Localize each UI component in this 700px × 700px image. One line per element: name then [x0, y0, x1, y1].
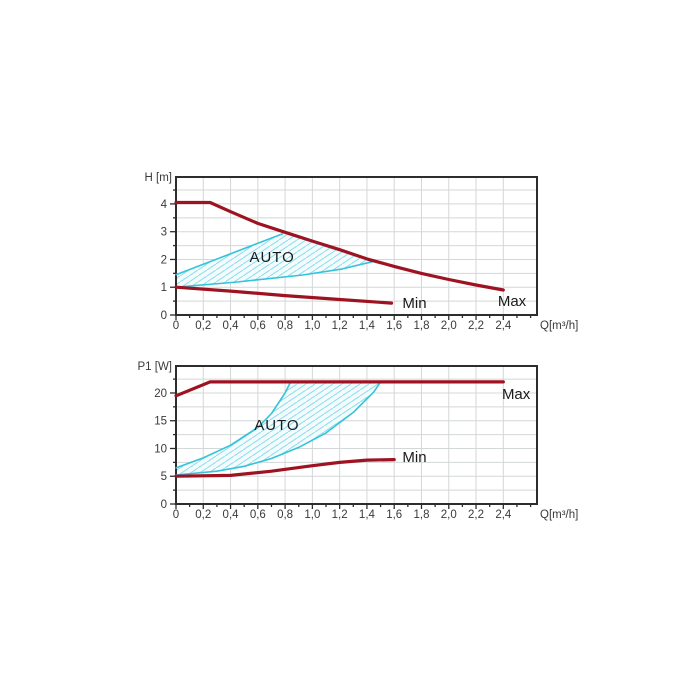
axis-ticks [170, 189, 532, 320]
auto-upper-boundary [175, 381, 292, 469]
x-tick-label: 2,2 [468, 509, 484, 521]
y-axis-title: P1 [W] [137, 361, 172, 373]
x-tick-label: 2,0 [441, 509, 457, 521]
auto-lower-boundary [175, 381, 382, 476]
x-tick-label: 0,2 [195, 320, 211, 332]
y-axis-title: H [m] [145, 172, 172, 184]
x-tick-label: 0,8 [277, 509, 293, 521]
x-tick-label: 0,6 [250, 320, 266, 332]
x-tick-label: 1,8 [413, 509, 429, 521]
x-tick-label: 0,4 [223, 509, 240, 521]
x-tick-label: 1,4 [359, 509, 376, 521]
min-label: Min [402, 449, 426, 466]
y-tick-label: 3 [161, 227, 167, 239]
x-tick-label: 1,0 [304, 509, 320, 521]
x-tick-label: 0,8 [277, 320, 293, 332]
x-tick-label: 2,0 [441, 320, 457, 332]
tick-labels: 0 0,2 0,4 0,6 0,8 1,0 1,2 1,4 1,6 1,8 2,0 2,2 2,4 0 1 2… [161, 199, 512, 332]
x-tick-label: 1,2 [332, 509, 348, 521]
x-tick-label: 2,4 [495, 509, 512, 521]
y-tick-label: 20 [154, 388, 167, 400]
x-tick-label: 1,8 [413, 320, 429, 332]
auto-label: AUTO [254, 417, 299, 434]
x-tick-label: 2,4 [495, 320, 512, 332]
x-tick-label: 0,2 [195, 509, 211, 521]
max-label: Max [502, 386, 531, 403]
x-tick-label: 0 [173, 320, 179, 332]
auto-upper-boundary [175, 233, 284, 276]
head-chart: 0 0,2 0,4 0,6 0,8 1,0 1,2 1,4 1,6 1,8 2,0 2,2 2,4 0 1 2… [145, 172, 579, 332]
tick-labels: 0 0,2 0,4 0,6 0,8 1,0 1,2 1,4 1,6 1,8 2,0 2,2 2,4 0 5 1… [154, 388, 512, 521]
x-tick-label: 1,6 [386, 320, 402, 332]
x-axis-title: Q[m³/h] [540, 509, 578, 521]
x-tick-label: 1,4 [359, 320, 376, 332]
auto-label: AUTO [249, 249, 294, 266]
y-tick-label: 1 [161, 282, 167, 294]
max-label: Max [498, 293, 527, 310]
x-tick-label: 1,0 [304, 320, 320, 332]
auto-region [176, 381, 381, 476]
max-curve [174, 200, 505, 292]
x-axis-title: Q[m³/h] [540, 320, 578, 332]
x-tick-label: 1,6 [386, 509, 402, 521]
x-tick-label: 0,4 [223, 320, 240, 332]
auto-region [176, 233, 373, 288]
min-curve [174, 285, 394, 305]
x-tick-label: 0 [173, 509, 179, 521]
grid [176, 177, 537, 315]
y-tick-label: 15 [154, 416, 167, 428]
y-tick-label: 0 [161, 310, 167, 322]
x-tick-label: 1,2 [332, 320, 348, 332]
power-chart: 0 0,2 0,4 0,6 0,8 1,0 1,2 1,4 1,6 1,8 2,0 2,2 2,4 0 5 1… [137, 361, 578, 521]
y-tick-label: 0 [161, 499, 167, 511]
y-tick-label: 5 [161, 471, 167, 483]
y-tick-label: 2 [161, 254, 167, 266]
y-tick-label: 10 [154, 443, 167, 455]
min-curve [174, 458, 396, 478]
x-tick-label: 0,6 [250, 509, 266, 521]
y-tick-label: 4 [161, 199, 168, 211]
x-tick-label: 2,2 [468, 320, 484, 332]
auto-lower-boundary [175, 260, 374, 288]
max-curve [174, 380, 505, 398]
min-label: Min [402, 295, 426, 312]
